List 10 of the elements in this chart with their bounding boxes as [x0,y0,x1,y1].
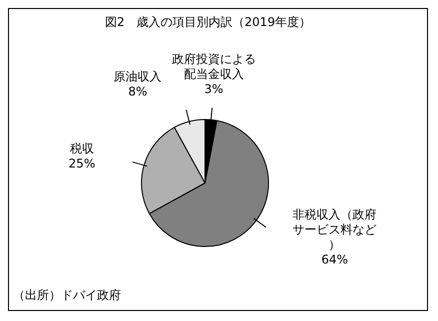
data-label: 25% [68,156,96,171]
legend-label: 非税収入（政府サービス料など） [292,208,377,252]
text: （出所）ドバイ政府 [13,288,121,302]
slice-label: 税収 [70,142,94,156]
chart-title: 図2 歳入の項目別内訳（2019年度） [104,15,312,30]
data-label: 8% [128,84,148,99]
slice-label: 原油収入 [114,70,162,84]
data-label: 64% [321,252,348,267]
data-label: 3% [204,82,224,96]
slice-label: 政府投資による配当金収入 [172,52,256,82]
